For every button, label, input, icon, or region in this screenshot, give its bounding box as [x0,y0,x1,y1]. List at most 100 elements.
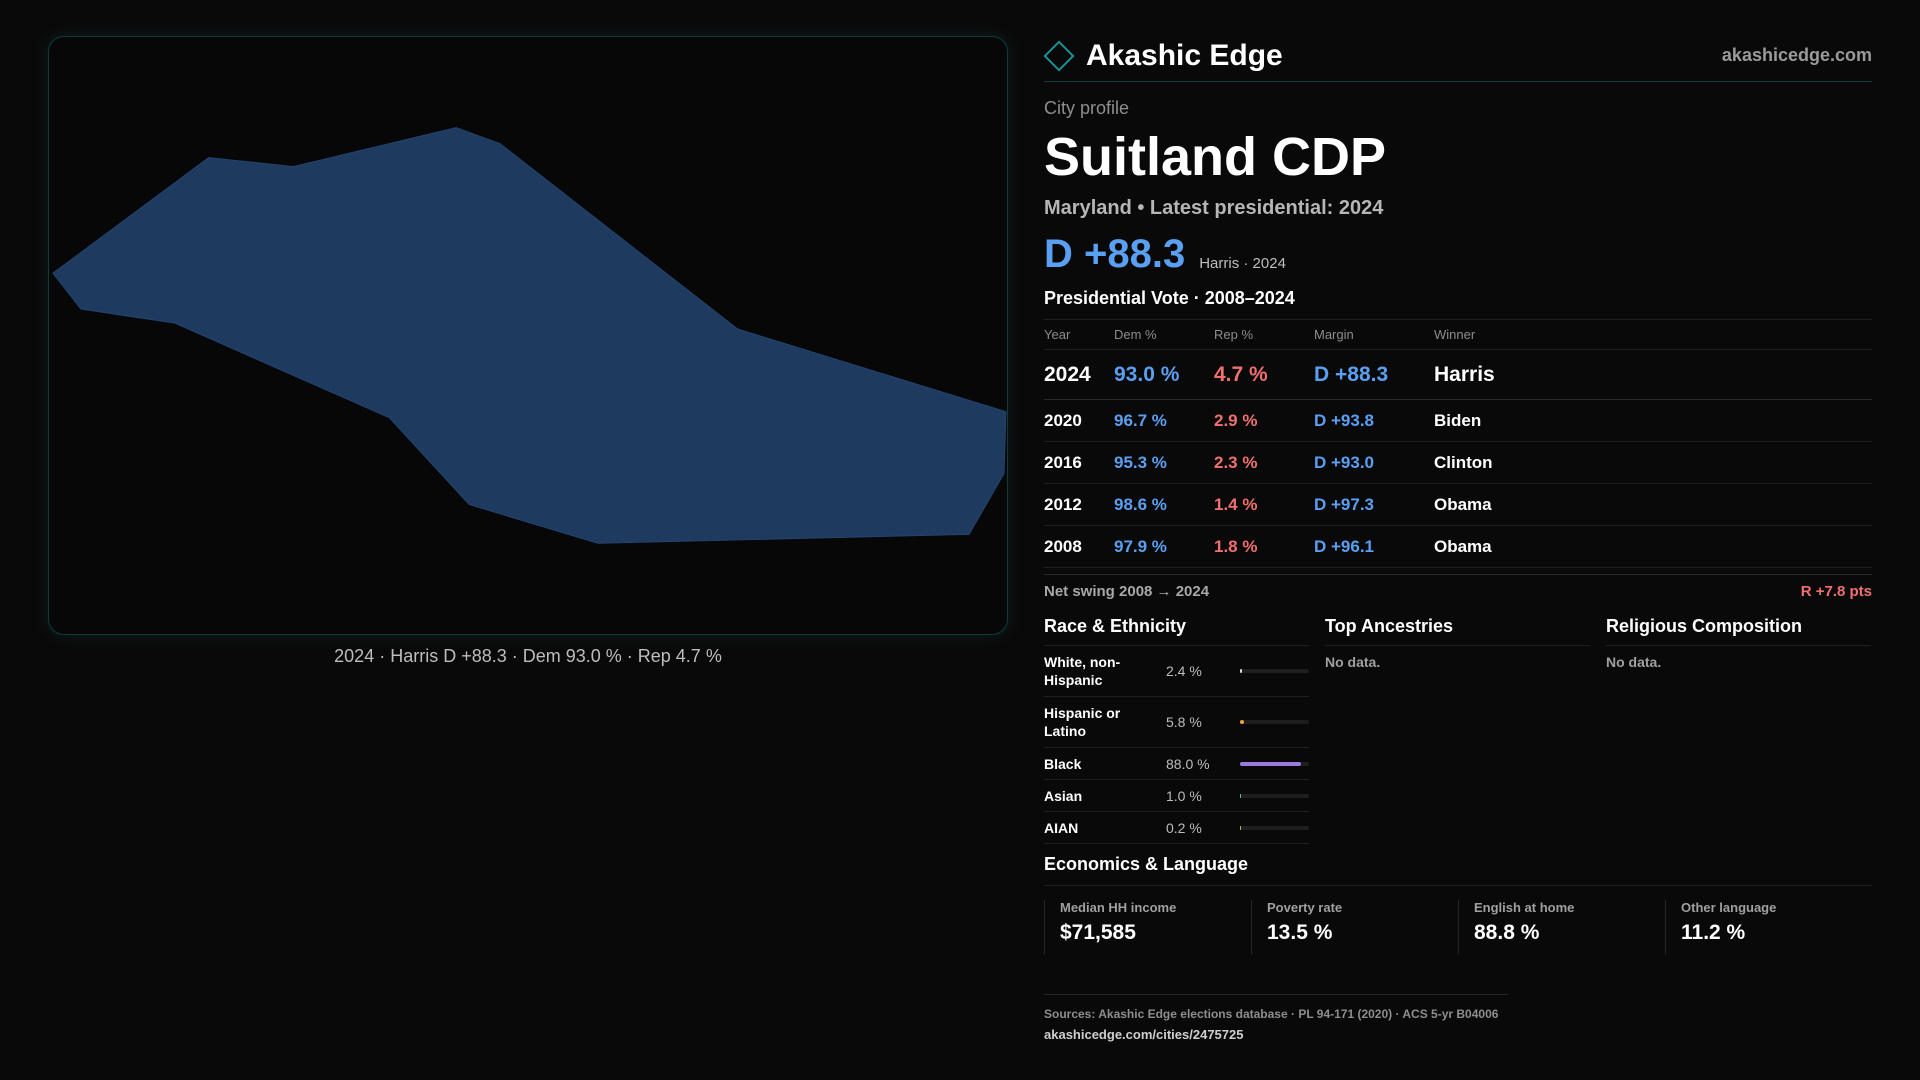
race-bar-fill [1240,793,1242,798]
col-year: Year [1044,327,1071,342]
site-link[interactable]: akashicedge.com [1721,45,1872,65]
stat-value: 88.8 % [1474,921,1540,944]
row-rep: 4.7 % [1214,362,1268,386]
list-item: Black 88.0 % [1044,748,1309,780]
brand-name: Akashic Edge [1086,38,1283,72]
profile-panel: Akashic Edge akashicedge.com City profil… [1043,30,1872,954]
race-value: 88.0 % [1166,755,1210,772]
page-subtitle: Maryland • Latest presidential: 2024 [1044,197,1384,219]
religion-title: Religious Composition [1606,616,1871,646]
race-bar-fill [1240,720,1244,724]
stat-poverty-rate: Poverty rate 13.5 % [1251,900,1458,954]
ancestries-empty: No data. [1325,654,1381,670]
row-year: 2008 [1044,536,1082,556]
headline-margin: D +88.3 [1044,232,1186,276]
list-item: AIAN 0.2 % [1044,812,1309,844]
table-row: 2008 97.9 % 1.8 % D +96.1 Obama [1044,526,1872,568]
race-label: AIAN [1044,819,1079,836]
religion-section: Religious Composition No data. [1606,616,1871,844]
stat-value: 11.2 % [1681,921,1746,944]
row-margin: D +88.3 [1314,362,1389,386]
headline-note: Harris · 2024 [1199,255,1286,272]
col-dem: Dem % [1114,327,1157,342]
economics-stats: Median HH income $71,585 Poverty rate 13… [1044,900,1872,954]
list-item: White, non-Hispanic 2.4 % [1044,646,1309,697]
table-row: 2012 98.6 % 1.4 % D +97.3 Obama [1044,484,1872,526]
race-label: Hispanic or Latino [1044,705,1121,739]
page-title: Suitland CDP [1044,127,1387,187]
vote-table-header: Year Dem % Rep % Margin Winner [1044,320,1872,350]
ancestries-section: Top Ancestries No data. [1325,616,1590,844]
map-panel[interactable] [48,36,1008,635]
stat-value: 13.5 % [1267,921,1333,944]
race-bar [1240,825,1309,830]
race-bar-fill [1240,761,1301,766]
row-rep: 2.9 % [1214,410,1258,430]
city-permalink[interactable]: akashicedge.com/cities/2475725 [1044,1027,1244,1042]
race-label: White, non-Hispanic [1044,654,1121,688]
row-dem: 98.6 % [1114,494,1167,514]
race-bar [1240,761,1309,766]
vote-table: Year Dem % Rep % Margin Winner 2024 93.0… [1044,320,1872,568]
row-margin: D +93.8 [1314,410,1375,430]
race-label: Asian [1044,787,1083,804]
map-caption: 2024 · Harris D +88.3 · Dem 93.0 % · Rep… [334,646,722,666]
race-section-title: Race & Ethnicity [1044,616,1309,646]
city-boundary-map[interactable] [49,37,1007,634]
row-rep: 1.4 % [1214,494,1258,514]
city-boundary-shape[interactable] [52,127,1007,544]
vote-section-title: Presidential Vote · 2008–2024 [1044,288,1872,320]
row-winner: Obama [1434,536,1492,556]
row-winner: Clinton [1434,452,1493,472]
row-dem: 96.7 % [1114,410,1167,430]
col-winner: Winner [1434,327,1476,342]
stat-label: Other language [1681,900,1777,915]
race-bar-fill [1240,669,1242,673]
race-bar [1240,720,1309,724]
religion-empty: No data. [1606,654,1662,670]
diamond-icon [1043,39,1075,72]
row-year: 2020 [1044,410,1082,430]
row-dem: 95.3 % [1114,452,1167,472]
row-winner: Harris [1434,362,1495,386]
race-bar [1240,669,1309,673]
swing-value: R +7.8 pts [1800,583,1872,600]
brand-header: Akashic Edge akashicedge.com [1043,30,1872,82]
stat-median-income: Median HH income $71,585 [1044,900,1251,954]
row-year: 2012 [1044,494,1082,514]
demographics-columns: Race & Ethnicity White, non-Hispanic 2.4… [1044,616,1872,844]
row-dem: 97.9 % [1114,536,1167,556]
stat-value: $71,585 [1060,921,1136,944]
race-value: 1.0 % [1166,787,1202,804]
race-bar-fill [1240,825,1242,830]
row-year: 2024 [1044,362,1091,386]
row-rep: 2.3 % [1214,452,1258,472]
race-value: 2.4 % [1166,663,1202,679]
row-margin: D +97.3 [1314,494,1375,514]
headline-result: D +88.3 Harris · 2024 [1044,232,1872,276]
stat-label: Poverty rate [1267,900,1343,915]
row-winner: Obama [1434,494,1492,514]
race-ethnicity-section: Race & Ethnicity White, non-Hispanic 2.4… [1044,616,1309,844]
page-eyebrow: City profile [1044,98,1130,118]
row-margin: D +93.0 [1314,452,1375,472]
row-winner: Biden [1434,410,1482,430]
table-row: 2024 93.0 % 4.7 % D +88.3 Harris [1044,350,1872,400]
table-row: 2020 96.7 % 2.9 % D +93.8 Biden [1044,400,1872,442]
race-value: 5.8 % [1166,714,1202,730]
ancestries-title: Top Ancestries [1325,616,1590,646]
list-item: Hispanic or Latino 5.8 % [1044,697,1309,748]
col-margin: Margin [1314,327,1354,342]
list-item: Asian 1.0 % [1044,780,1309,812]
race-label: Black [1044,755,1082,772]
race-value: 0.2 % [1166,819,1202,836]
stat-label: English at home [1474,900,1575,915]
row-margin: D +96.1 [1314,536,1375,556]
sources-text: Sources: Akashic Edge elections database… [1044,1007,1499,1021]
row-rep: 1.8 % [1214,536,1258,556]
sources-footer: Sources: Akashic Edge elections database… [1044,994,1508,1042]
col-rep: Rep % [1214,327,1254,342]
economics-title: Economics & Language [1044,854,1872,886]
brand[interactable]: Akashic Edge [1043,38,1283,73]
